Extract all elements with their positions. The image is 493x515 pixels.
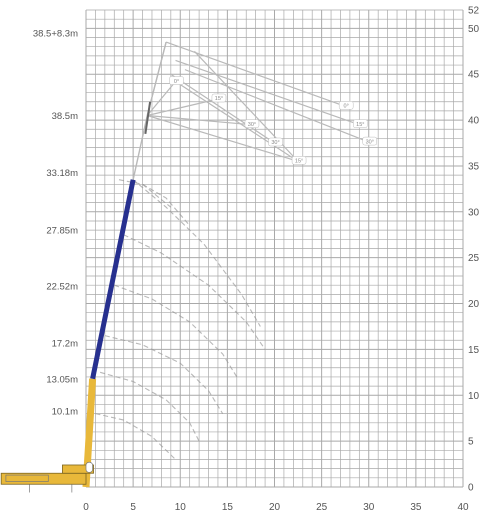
jib-angle-box <box>211 93 227 103</box>
jib-angle-box <box>244 119 260 128</box>
radius-curve <box>132 179 261 327</box>
y-tick-label: 35 <box>468 161 480 172</box>
x-tick-label: 30 <box>363 502 375 513</box>
y-tick-label: 40 <box>468 116 480 127</box>
jib-curve <box>184 69 369 143</box>
x-tick-label: 10 <box>175 502 187 513</box>
jib-angle-label: 0° <box>174 79 179 85</box>
crane-base <box>0 461 94 493</box>
chart-labels: 38.5+8.3m 38.5m 33.18m 27.85m 22.52m 17.2m 13.… <box>33 6 480 514</box>
boom-length-label: 38.5+8.3m <box>33 28 78 39</box>
jib-pivot <box>144 101 152 134</box>
jib-extension <box>132 115 148 180</box>
jib-angle-label: 30° <box>271 140 279 146</box>
y-tick-label: 50 <box>468 24 480 35</box>
x-tick-label: 35 <box>410 502 422 513</box>
radius-curves <box>95 179 266 460</box>
radius-curve <box>104 335 224 414</box>
boom-section-telescopic <box>90 179 136 380</box>
jib-curve <box>175 81 299 162</box>
jib-angle-box <box>169 76 184 85</box>
boom-length-label: 10.1m <box>52 406 78 417</box>
chart-grid <box>85 9 464 488</box>
y-tick-label: 30 <box>468 207 480 218</box>
y-tick-label: 0 <box>468 483 474 494</box>
y-tick-label: 52 <box>468 6 480 17</box>
x-tick-label: 25 <box>316 502 328 513</box>
radius-curve <box>123 234 266 350</box>
jib-curve <box>147 114 251 126</box>
y-tick-label: 15 <box>468 345 480 356</box>
crane-counterweight <box>85 461 93 473</box>
jib-curve <box>146 81 176 116</box>
radius-curve <box>99 371 200 442</box>
boom-length-label: 38.5m <box>52 111 78 122</box>
x-tick-label: 5 <box>130 502 136 513</box>
jib-angle-box <box>291 156 307 165</box>
x-tick-label: 20 <box>269 502 281 513</box>
jib-angle-box <box>338 101 354 110</box>
y-tick-label: 20 <box>468 299 480 310</box>
x-tick-label: 15 <box>222 502 234 513</box>
jib-angle-label: 15° <box>356 122 364 128</box>
jib-angle-label: 0° <box>344 104 349 110</box>
y-tick-label: 45 <box>468 70 480 81</box>
radius-curve <box>114 284 238 378</box>
jib-angle-label: 15° <box>295 159 303 165</box>
jib-angle-label: 30° <box>366 139 374 145</box>
crane-turret <box>62 464 94 474</box>
y-tick-label: 5 <box>468 437 474 448</box>
radius-curve <box>95 413 176 460</box>
jib-angle-box <box>268 137 283 147</box>
jib-angle-box <box>362 136 377 146</box>
jib-curve <box>175 59 360 126</box>
jib-angle-label: 15° <box>215 96 223 102</box>
radius-curve <box>142 183 191 226</box>
boom-length-label: 33.18m <box>46 168 78 179</box>
crane-cab <box>5 474 49 482</box>
x-tick-label: 0 <box>83 502 89 513</box>
boom-length-label: 17.2m <box>52 338 78 349</box>
jib-angle-label: 30° <box>248 122 256 128</box>
x-tick-label: 40 <box>457 502 469 513</box>
boom-length-label: 13.05m <box>46 374 78 385</box>
jib-angle-box <box>353 119 368 128</box>
y-tick-label: 10 <box>468 391 480 402</box>
jib-curve <box>147 114 299 162</box>
crane-chassis <box>0 472 87 485</box>
boom-length-label: 27.85m <box>46 226 78 237</box>
boom-length-label: 22.52m <box>46 282 78 293</box>
y-tick-label: 25 <box>468 253 480 264</box>
jib-curve <box>170 73 275 144</box>
